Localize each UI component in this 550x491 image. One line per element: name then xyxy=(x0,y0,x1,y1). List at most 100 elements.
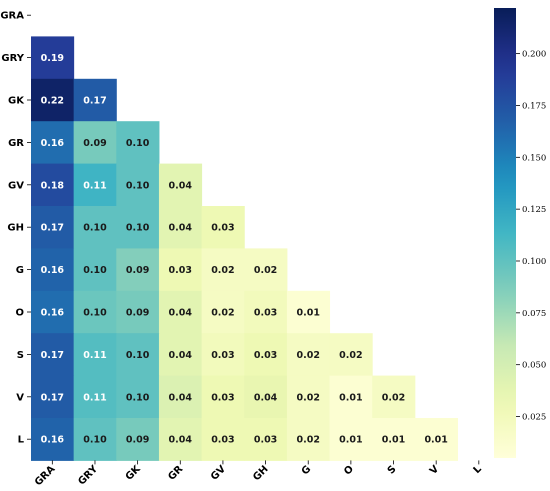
cell-value-label: 0.10 xyxy=(126,392,150,403)
heatmap-cell-O-GR xyxy=(158,290,203,334)
cell-value-label: 0.11 xyxy=(83,392,106,403)
x-tick-label: O xyxy=(342,464,356,478)
heatmap-cell-L-GR xyxy=(158,418,203,461)
colorbar-tick-label: 0.150 xyxy=(522,153,546,163)
cell-value-label: 0.02 xyxy=(254,265,277,276)
cell-value-label: 0.01 xyxy=(296,308,319,319)
colorbar-tick-label: 0.050 xyxy=(522,361,546,371)
colorbar: 0.025 0.050 0.075 0.100 0.125 0.150 0.175 0.200 xyxy=(494,8,546,458)
y-tick-label: V xyxy=(16,392,24,403)
cell-value-label: 0.10 xyxy=(126,138,150,149)
cell-value-label: 0.04 xyxy=(254,392,278,403)
heatmap-cell-S-O xyxy=(329,333,373,377)
heatmap-cell-GV-GK xyxy=(116,163,160,207)
cell-value-label: 0.02 xyxy=(211,308,234,319)
cell-value-label: 0.17 xyxy=(41,350,64,361)
heatmap-cell-V-GR xyxy=(158,375,203,419)
cell-value-label: 0.04 xyxy=(169,180,193,191)
heatmap-cell-L-GRA xyxy=(31,418,75,461)
heatmap-cell-L-G xyxy=(286,418,331,461)
cell-value-label: 0.03 xyxy=(169,265,192,276)
cell-value-label: 0.16 xyxy=(41,138,65,149)
heatmap-cell-GH-GV xyxy=(201,206,245,249)
cell-value-label: 0.16 xyxy=(41,435,65,446)
heatmap-cell-V-O xyxy=(329,375,373,419)
cell-value-label: 0.09 xyxy=(83,138,106,149)
cell-value-label: 0.10 xyxy=(83,223,107,234)
colorbar-tick-label: 0.125 xyxy=(522,205,546,215)
heatmap-cell-G-GR xyxy=(158,248,203,292)
colorbar-tick-label: 0.100 xyxy=(522,257,546,267)
heatmap-cell-L-S xyxy=(372,418,416,461)
cell-value-label: 0.10 xyxy=(126,350,150,361)
colorbar-ticks: 0.025 0.050 0.075 0.100 0.125 0.150 0.175 0.200 xyxy=(516,50,546,423)
x-tick-label: G xyxy=(300,464,314,478)
x-tick-label: GR xyxy=(166,464,185,483)
cell-value-label: 0.10 xyxy=(83,308,107,319)
heatmap-cell-G-GK xyxy=(116,248,160,292)
cell-value-label: 0.10 xyxy=(126,223,150,234)
heatmap-cell-GK-GRA xyxy=(31,78,75,122)
y-tick-label: GH xyxy=(7,223,24,234)
y-tick-label: S xyxy=(17,350,24,361)
cell-value-label: 0.10 xyxy=(126,180,150,191)
cell-value-label: 0.02 xyxy=(296,435,319,446)
cell-value-label: 0.09 xyxy=(126,308,149,319)
heatmap-cell-L-GV xyxy=(201,418,245,461)
heatmap-cell-GH-GRY xyxy=(73,206,117,249)
cell-value-label: 0.11 xyxy=(83,180,106,191)
y-tick-label: L xyxy=(18,435,25,446)
cell-value-label: 0.01 xyxy=(424,435,447,446)
colorbar-gradient xyxy=(494,8,516,458)
heatmap-cell-V-GRA xyxy=(31,375,75,419)
y-tick-label: G xyxy=(16,265,24,276)
heatmap-cell-GK-GRY xyxy=(73,78,117,122)
cell-value-label: 0.02 xyxy=(296,392,319,403)
heatmap-cell-O-GK xyxy=(116,290,160,334)
cell-value-label: 0.02 xyxy=(211,265,234,276)
cell-value-label: 0.04 xyxy=(169,392,193,403)
heatmap-cell-O-G xyxy=(286,290,331,334)
heatmap-cell-G-GV xyxy=(201,248,245,292)
heatmap-cell-O-GH xyxy=(244,290,288,334)
cell-value-label: 0.19 xyxy=(41,53,64,64)
y-tick-label: GR xyxy=(8,138,24,149)
y-tick-label: GRA xyxy=(0,11,24,22)
cell-value-label: 0.03 xyxy=(211,223,234,234)
heatmap-cell-L-O xyxy=(329,418,373,461)
heatmap-cell-V-G xyxy=(286,375,331,419)
heatmap-cell-G-GRY xyxy=(73,248,117,292)
heatmap-cell-S-GRY xyxy=(73,333,117,377)
cell-value-label: 0.04 xyxy=(169,435,193,446)
cell-value-label: 0.02 xyxy=(296,350,319,361)
heatmap-cell-O-GV xyxy=(201,290,245,334)
heatmap-cells: 0.19 0.22 0.17 0.16 0.09 0.10 0.18 0.11 0.10 0.04… xyxy=(31,36,458,461)
cell-value-label: 0.09 xyxy=(126,435,149,446)
cell-value-label: 0.03 xyxy=(254,350,277,361)
colorbar-tick-label: 0.200 xyxy=(522,50,546,60)
heatmap-cell-V-GRY xyxy=(73,375,117,419)
heatmap-cell-L-V xyxy=(414,418,458,461)
cell-value-label: 0.03 xyxy=(254,435,277,446)
heatmap-cell-V-GV xyxy=(201,375,245,419)
cell-value-label: 0.04 xyxy=(169,223,193,234)
x-tick-label: L xyxy=(472,463,485,476)
heatmap-cell-V-S xyxy=(372,375,416,419)
heatmap-cell-GH-GK xyxy=(116,206,160,249)
x-tick-labels: GRA GRY GK GR GV GH G O S V L xyxy=(33,460,484,488)
cell-value-label: 0.11 xyxy=(83,350,106,361)
cell-value-label: 0.04 xyxy=(169,350,193,361)
heatmap-cell-GR-GK xyxy=(116,121,160,165)
cell-value-label: 0.16 xyxy=(41,265,65,276)
x-tick-label: GH xyxy=(251,464,271,484)
cell-value-label: 0.01 xyxy=(339,392,362,403)
heatmap-cell-S-GH xyxy=(244,333,288,377)
heatmap-cell-GV-GRA xyxy=(31,163,75,207)
y-tick-label: GRY xyxy=(1,53,24,64)
heatmap-cell-GRY-GRA xyxy=(31,36,75,80)
x-tick-label: GV xyxy=(209,464,228,483)
y-tick-label: O xyxy=(15,308,24,319)
x-tick-label: V xyxy=(428,464,441,477)
heatmap-cell-V-GK xyxy=(116,375,160,419)
colorbar-tick-label: 0.025 xyxy=(522,413,546,423)
